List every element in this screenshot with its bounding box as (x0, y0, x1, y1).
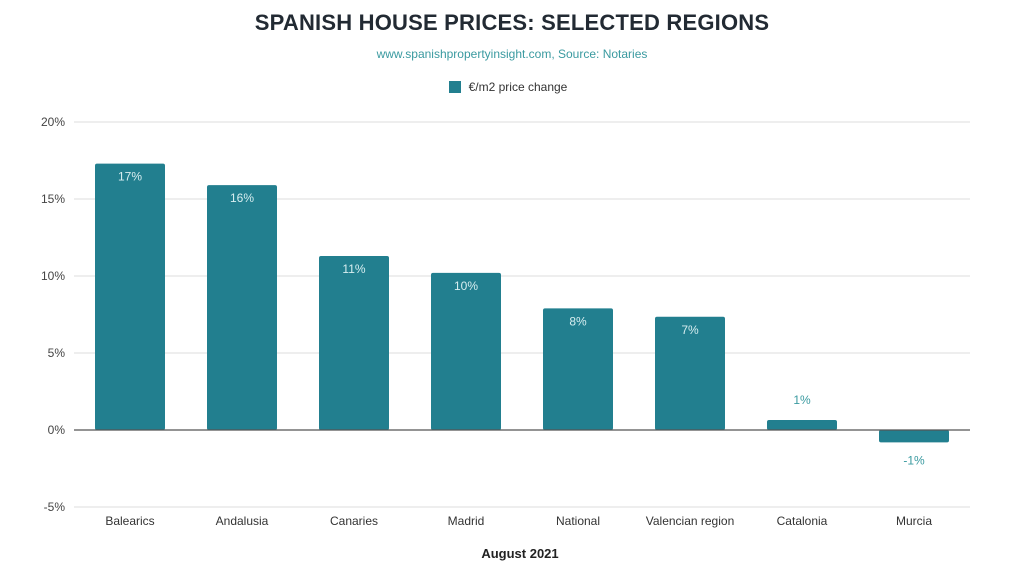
data-label: 1% (793, 393, 811, 407)
x-axis-label: August 2021 (481, 546, 559, 561)
y-tick-label: 20% (41, 115, 65, 129)
legend: €/m2 price change (0, 80, 1024, 94)
data-label: 7% (681, 323, 699, 337)
bar-valencian-region (655, 316, 725, 430)
chart-title: SPANISH HOUSE PRICES: SELECTED REGIONS (254, 10, 770, 35)
x-tick-label: Valencian region (646, 514, 735, 528)
chart-subtitle: www.spanishpropertyinsight.com, Source: … (376, 47, 648, 61)
x-tick-label: National (556, 514, 600, 528)
data-label: 16% (230, 191, 254, 205)
data-label: 10% (454, 279, 478, 293)
legend-swatch (448, 81, 461, 93)
y-tick-label: 15% (41, 192, 65, 206)
bar-catalonia (767, 419, 837, 430)
bar-canaries (319, 255, 389, 430)
y-tick-label: 10% (41, 269, 65, 283)
data-label: 17% (118, 170, 142, 184)
data-label: 11% (342, 262, 365, 276)
x-tick-label: Murcia (896, 514, 932, 528)
x-tick-label: Andalusia (216, 514, 269, 528)
legend-label: €/m2 price change (468, 80, 568, 94)
y-tick-label: 5% (48, 346, 66, 360)
x-tick-label: Balearics (105, 514, 154, 528)
bar-madrid (431, 272, 501, 430)
bar-murcia (879, 430, 949, 443)
x-tick-label: Madrid (448, 514, 485, 528)
y-tick-label: 0% (48, 423, 66, 437)
bar-balearics (95, 163, 165, 430)
bar-andalusia (207, 185, 277, 430)
data-label: 8% (569, 314, 587, 328)
bar-national (543, 308, 613, 430)
x-tick-label: Canaries (330, 514, 378, 528)
x-tick-label: Catalonia (777, 514, 828, 528)
y-tick-label: -5% (44, 500, 66, 514)
data-label: -1% (903, 453, 925, 467)
